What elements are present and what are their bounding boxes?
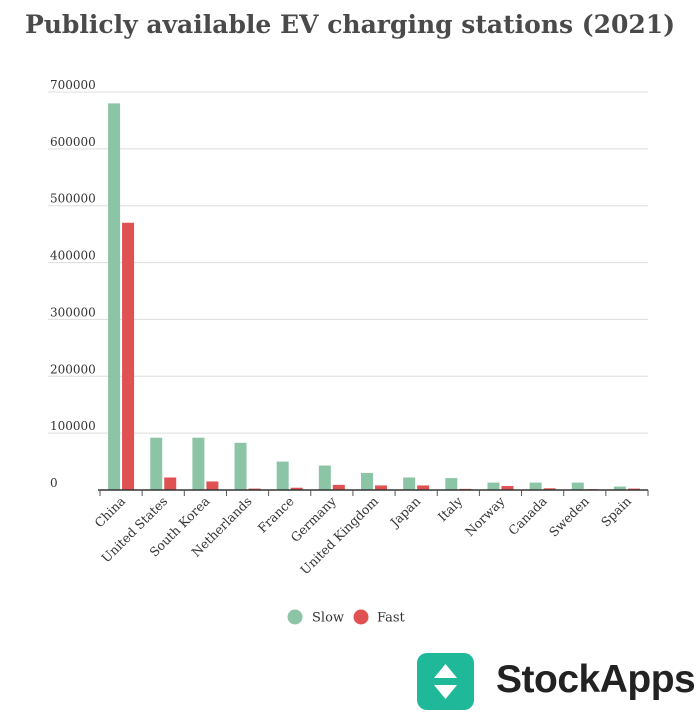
y-tick-label: 200000 — [50, 362, 96, 376]
bar-slow — [529, 482, 542, 490]
x-tick-label: Spain — [598, 494, 634, 530]
bar-slow — [403, 477, 416, 490]
bar-fast — [206, 481, 219, 490]
x-axis — [98, 489, 649, 496]
up-down-arrows-icon — [434, 664, 457, 699]
bar-fast — [417, 485, 430, 490]
bar-fast — [375, 485, 387, 490]
x-tick-label: France — [255, 494, 297, 536]
legend-swatch-slow — [287, 609, 303, 625]
x-tick-label: Italy — [435, 493, 466, 524]
bar-slow — [361, 472, 373, 490]
bar-fast — [122, 222, 135, 490]
bar-slow — [571, 482, 584, 490]
bar-slow — [276, 461, 289, 490]
y-tick-label: 600000 — [50, 135, 96, 149]
bar-slow — [192, 437, 205, 490]
bar-slow — [487, 482, 500, 490]
chart-title: Publicly available EV charging stations … — [24, 10, 676, 39]
x-tick-label: China — [91, 493, 128, 530]
bar-fast — [164, 477, 177, 490]
legend: Slow Fast — [287, 609, 406, 626]
brand-logo — [417, 653, 474, 710]
y-tick-label: 0 — [50, 476, 58, 490]
brand-name: StockApps — [496, 658, 696, 701]
bar-fast — [290, 487, 303, 490]
x-tick-label: United Kingdom — [297, 493, 381, 577]
legend-label-fast: Fast — [377, 611, 406, 626]
bars — [108, 103, 640, 490]
y-axis-ticks: 0 100000 200000 300000 400000 500000 600000 700… — [50, 78, 96, 490]
y-tick-label: 100000 — [50, 419, 96, 433]
y-tick-label: 500000 — [50, 192, 96, 206]
legend-swatch-fast — [353, 609, 369, 625]
gridlines — [48, 91, 648, 434]
bar-slow — [445, 478, 458, 490]
bar-slow — [613, 486, 626, 490]
x-tick-label: Japan — [386, 494, 423, 531]
y-tick-label: 400000 — [50, 249, 96, 263]
bar-slow — [150, 437, 163, 490]
bar-slow — [108, 103, 121, 490]
bar-slow — [234, 442, 247, 490]
bar-fast — [501, 486, 514, 490]
bar-slow — [318, 465, 331, 490]
y-tick-label: 300000 — [50, 305, 96, 319]
legend-label-slow: Slow — [312, 611, 344, 626]
y-tick-label: 700000 — [50, 78, 96, 92]
x-tick-label: Sweden — [546, 494, 592, 540]
bar-fast — [332, 484, 345, 490]
x-tick-label: Canada — [505, 493, 550, 538]
x-tick-label: Norway — [462, 493, 508, 539]
bar-fast — [543, 488, 556, 490]
